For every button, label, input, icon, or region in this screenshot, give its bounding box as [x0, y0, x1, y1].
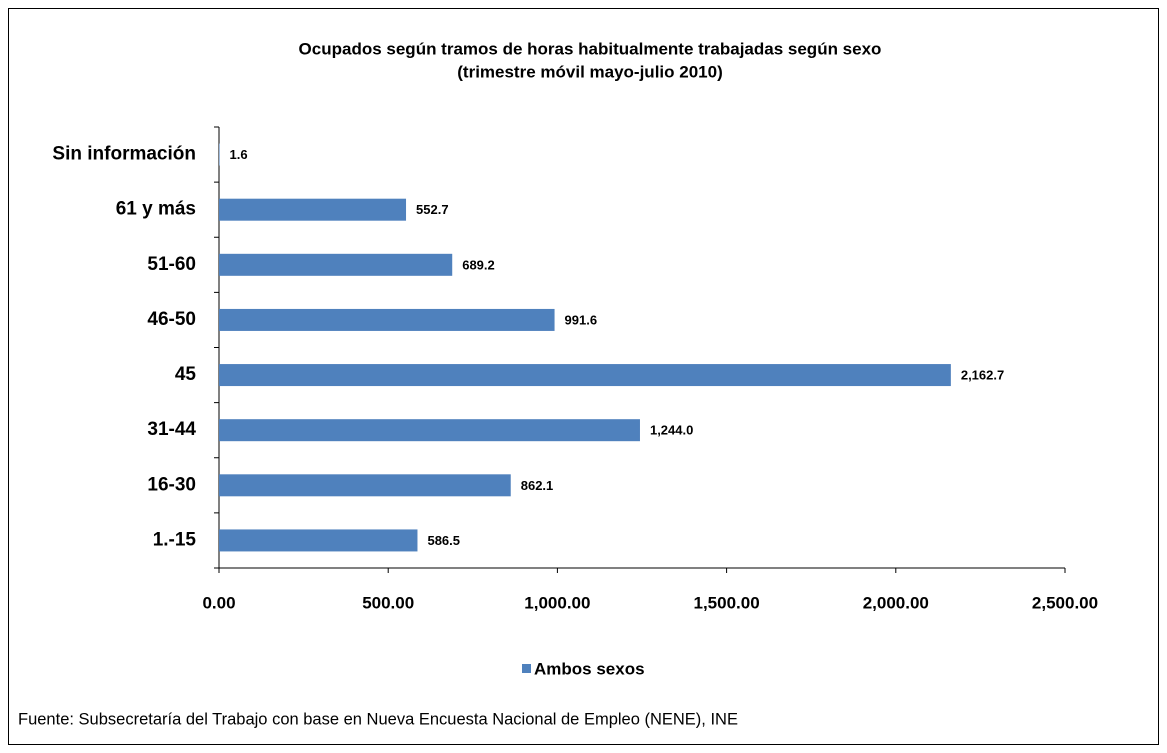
data-label: 2,162.7 [961, 368, 1004, 383]
bar [219, 253, 453, 276]
source-note: Fuente: Subsecretaría del Trabajo con ba… [18, 710, 738, 728]
bar [219, 419, 640, 442]
y-tick-label: 45 [175, 364, 197, 385]
x-tick-label: 2,000.00 [863, 593, 929, 612]
x-tick-label: 2,500.00 [1032, 593, 1098, 612]
data-label: 1.6 [230, 147, 248, 162]
y-tick-label: 46-50 [147, 309, 196, 330]
data-label: 991.6 [565, 312, 598, 327]
data-label: 552.7 [416, 202, 449, 217]
bar [219, 198, 407, 221]
legend-swatch [522, 664, 531, 673]
y-tick-label: 61 y más [116, 199, 196, 220]
bar [219, 308, 555, 331]
data-label: 586.5 [427, 533, 460, 548]
x-tick-label: 0.00 [202, 593, 235, 612]
x-tick-label: 1,500.00 [694, 593, 760, 612]
data-label: 862.1 [521, 478, 554, 493]
y-tick-label: Sin información [52, 144, 196, 165]
y-tick-label: 16-30 [147, 474, 196, 495]
x-tick-label: 500.00 [362, 593, 414, 612]
y-tick-label: 51-60 [147, 254, 196, 275]
data-label: 689.2 [462, 257, 495, 272]
bar [219, 364, 951, 387]
y-tick-label: 31-44 [147, 419, 196, 440]
chart-subtitle: (trimestre móvil mayo-julio 2010) [457, 62, 722, 81]
bar [219, 529, 418, 552]
bar [219, 143, 220, 166]
data-label: 1,244.0 [650, 423, 693, 438]
y-tick-label: 1.-15 [153, 529, 197, 550]
bar [219, 474, 511, 497]
legend-label: Ambos sexos [534, 659, 645, 678]
x-tick-label: 1,000.00 [524, 593, 590, 612]
chart-title: Ocupados según tramos de horas habitualm… [299, 39, 882, 58]
